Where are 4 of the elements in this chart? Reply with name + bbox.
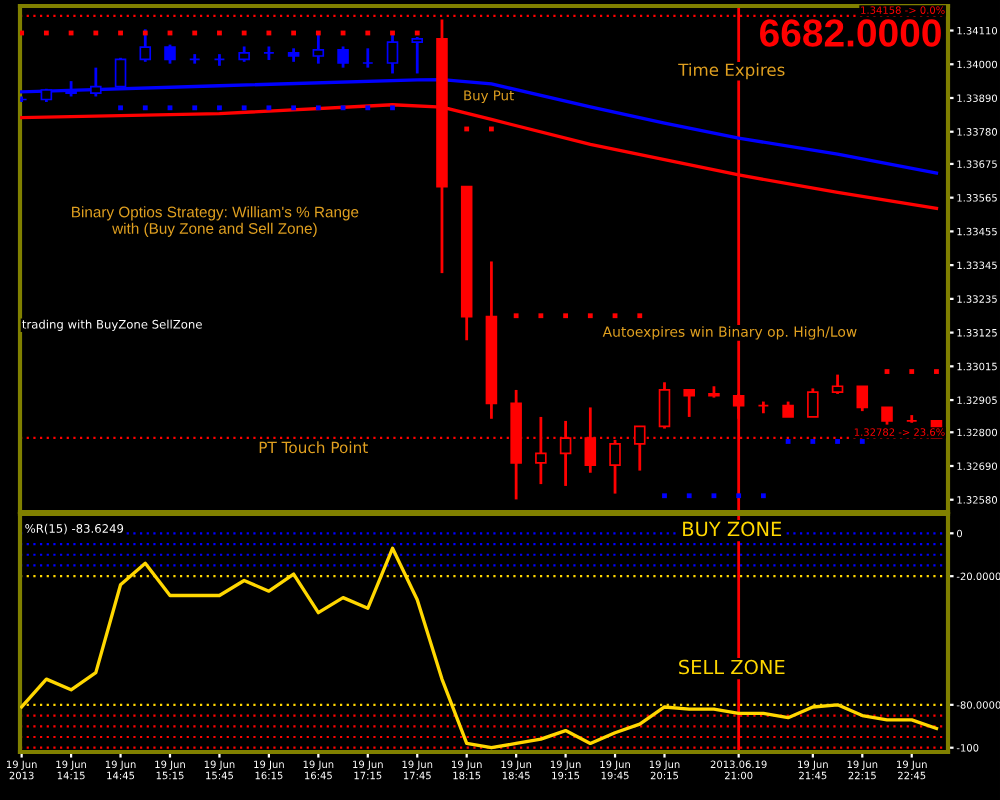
annotation: Time Expires: [678, 63, 785, 80]
annotation: 6682.0000: [760, 19, 941, 47]
annotation: SELL ZONE: [679, 659, 785, 675]
annotation: BUY ZONE: [683, 521, 782, 537]
